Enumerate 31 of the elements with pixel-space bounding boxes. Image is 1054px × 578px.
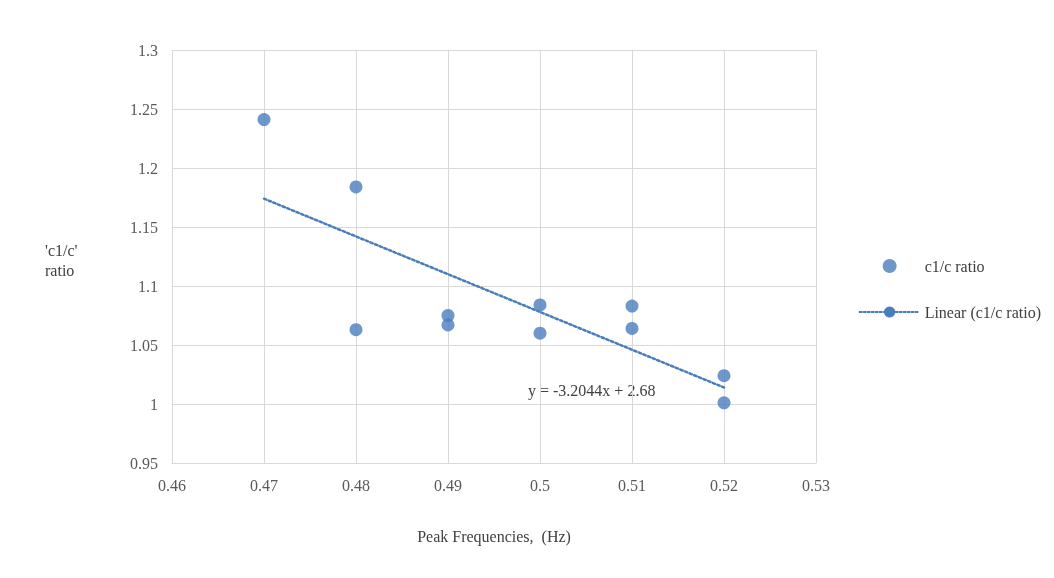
y-tick-label: 1.15 [130,218,158,236]
legend-label: Linear (c1/c ratio) [924,303,1041,322]
x-tick-label: 0.51 [618,476,646,494]
x-tick-label: 0.46 [158,476,186,494]
point [441,318,455,332]
annotation: y = -3.2044x + 2.68 [528,381,656,400]
x-tick-label: 0.47 [250,476,278,494]
point [533,298,547,312]
point [625,299,639,313]
y-tick-label: 1.05 [130,336,158,354]
y-tick-label: 1.1 [138,277,158,295]
y-tick-label: 0.95 [130,454,158,472]
x-tick-label: 0.5 [530,476,550,494]
point [717,396,731,410]
y-tick-label: 1.2 [138,159,158,177]
point [717,369,731,383]
point [257,113,271,127]
legend-label: c1/c ratio [924,257,985,275]
point [349,180,363,194]
x-tick-label: 0.49 [434,476,462,494]
point [349,323,363,337]
x-tick-label: 0.53 [802,476,830,494]
x-axis-title: Peak Frequencies, (Hz) [417,527,571,546]
y-tick-label: 1.25 [130,100,158,118]
x-tick-label: 0.48 [342,476,370,494]
point [533,326,547,340]
point [625,321,639,335]
x-tick-label: 0.52 [710,476,738,494]
y-tick-label: 1 [150,395,158,413]
y-axis-title: 'c1/c' ratio [45,241,78,279]
y-tick-label: 1.3 [138,41,158,59]
